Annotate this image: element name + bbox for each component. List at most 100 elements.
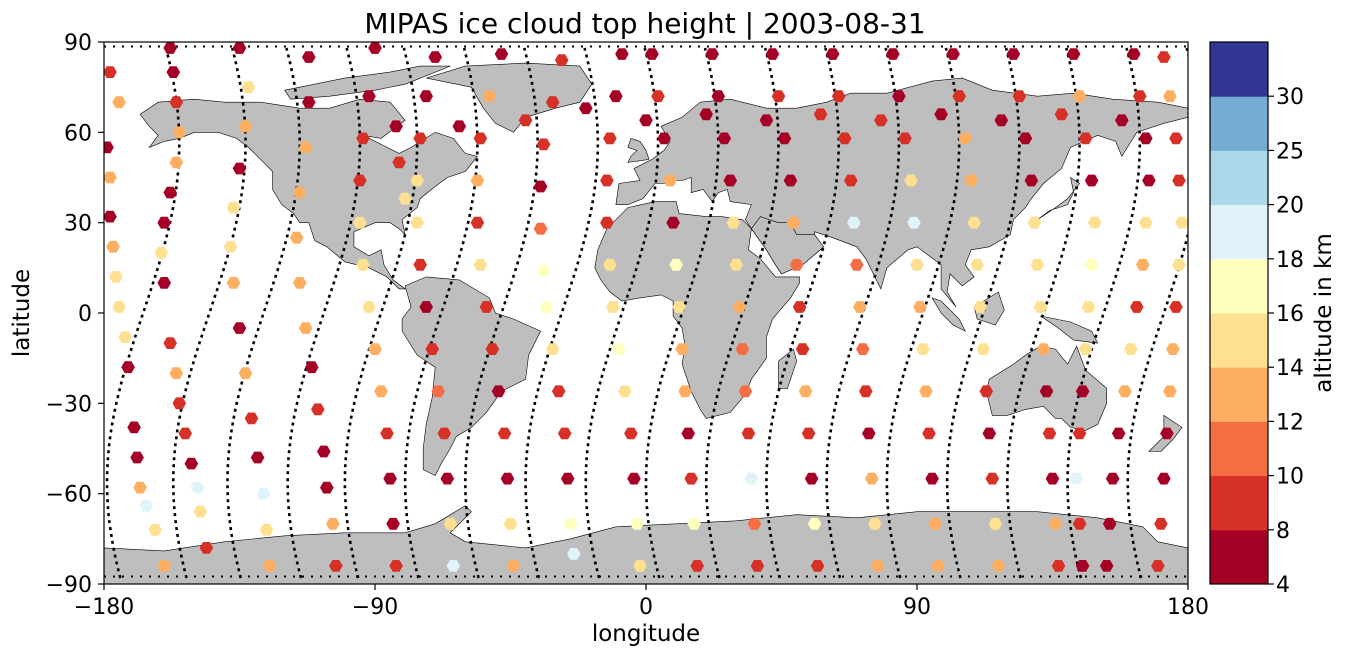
cloud-point — [368, 42, 382, 54]
cloud-point — [482, 90, 497, 103]
colorbar-segment — [1210, 529, 1268, 585]
cloud-point — [732, 301, 747, 313]
cloud-point — [1033, 301, 1048, 313]
cloud-point — [657, 132, 671, 145]
cloud-point — [503, 517, 518, 530]
cloud-point — [241, 81, 256, 94]
cloud-point — [982, 427, 997, 440]
cloud-point — [741, 427, 756, 440]
cloud-point — [1087, 216, 1102, 229]
cloud-point — [566, 548, 581, 560]
cloud-point — [1169, 132, 1183, 145]
cloud-point — [250, 451, 265, 464]
cloud-point — [1115, 114, 1129, 127]
cloud-point — [783, 174, 798, 187]
cloud-point — [645, 48, 659, 60]
cloud-point — [383, 472, 397, 485]
land-europe-asia — [615, 77, 1188, 308]
cloud-point — [172, 397, 187, 410]
cloud-point — [362, 301, 376, 313]
cloud-point — [428, 51, 442, 63]
cloud-point — [163, 337, 177, 349]
cloud-point — [868, 517, 882, 530]
cloud-point — [967, 216, 981, 229]
cloud-point — [356, 132, 370, 145]
cloud-point — [446, 560, 461, 572]
cloud-point — [1151, 560, 1165, 572]
cloud-point — [1130, 301, 1144, 313]
cloud-point — [157, 560, 171, 572]
cloud-point — [1075, 560, 1090, 572]
cloud-point — [425, 343, 439, 355]
colorbar-tick-label: 4 — [1276, 573, 1290, 598]
cloud-point — [298, 322, 313, 334]
cloud-point — [112, 301, 126, 313]
cloud-point — [563, 517, 578, 530]
colorbar-tick-label: 30 — [1276, 85, 1304, 110]
cloud-point — [681, 427, 695, 440]
cloud-point — [735, 343, 750, 355]
cloud-point — [1078, 343, 1093, 355]
cloud-point — [946, 48, 960, 60]
land-africa — [594, 201, 800, 419]
cloud-point — [1069, 472, 1084, 485]
cloud-point — [133, 481, 147, 494]
cloud-point — [976, 343, 990, 355]
cloud-point — [1169, 301, 1183, 313]
x-tick-label: 180 — [1167, 595, 1209, 620]
cloud-point — [545, 96, 560, 109]
colorbar-label: altitude in km — [1311, 233, 1337, 393]
cloud-point — [1084, 258, 1099, 271]
cloud-point — [1099, 560, 1114, 572]
cloud-point — [169, 367, 184, 380]
cloud-point — [1006, 48, 1021, 60]
cloud-point — [1045, 472, 1060, 485]
cloud-point — [795, 343, 810, 355]
cloud-point — [139, 499, 153, 512]
colorbar-tick-label: 14 — [1276, 356, 1304, 381]
cloud-point — [238, 367, 253, 380]
cloud-point — [825, 48, 840, 60]
cloud-point — [952, 90, 966, 103]
cloud-point — [485, 343, 500, 355]
cloud-point — [500, 472, 515, 485]
cloud-point — [837, 132, 852, 145]
cloud-point — [627, 472, 641, 485]
cloud-points — [104, 42, 1188, 572]
cloud-point — [166, 66, 181, 78]
cloud-point — [302, 51, 316, 63]
cloud-point — [362, 90, 376, 103]
cloud-point — [678, 385, 692, 398]
cloud-point — [1072, 517, 1087, 530]
cloud-point — [163, 42, 177, 54]
cloud-point — [1102, 517, 1117, 530]
cloud-point — [1078, 132, 1093, 145]
cloud-point — [223, 240, 238, 253]
cloud-point — [184, 457, 199, 470]
cloud-point — [687, 517, 701, 530]
cloud-point — [630, 517, 644, 530]
cloud-point — [813, 108, 828, 121]
cloud-point — [729, 258, 744, 271]
cloud-point — [190, 481, 205, 494]
colorbar-tick-label: 18 — [1276, 248, 1304, 273]
y-tick-label: 0 — [78, 302, 92, 327]
cloud-point — [801, 427, 816, 440]
colorbar-segment — [1210, 421, 1268, 477]
cloud-point — [127, 421, 141, 434]
x-tick-label: −180 — [74, 595, 134, 620]
y-tick-label: −30 — [46, 392, 92, 417]
colorbar-tick-label: 20 — [1276, 194, 1304, 219]
cloud-point — [1027, 216, 1042, 229]
cloud-point — [618, 385, 632, 398]
y-tick-label: −90 — [46, 573, 92, 598]
cloud-point — [1172, 258, 1186, 271]
cloud-point — [934, 108, 948, 121]
cloud-point — [672, 301, 686, 313]
cloud-point — [898, 132, 912, 145]
cloud-point — [431, 385, 445, 398]
land-indonesia-1 — [931, 297, 966, 332]
cloud-point — [600, 216, 614, 229]
cloud-point — [413, 258, 427, 271]
cloud-point — [609, 90, 623, 103]
